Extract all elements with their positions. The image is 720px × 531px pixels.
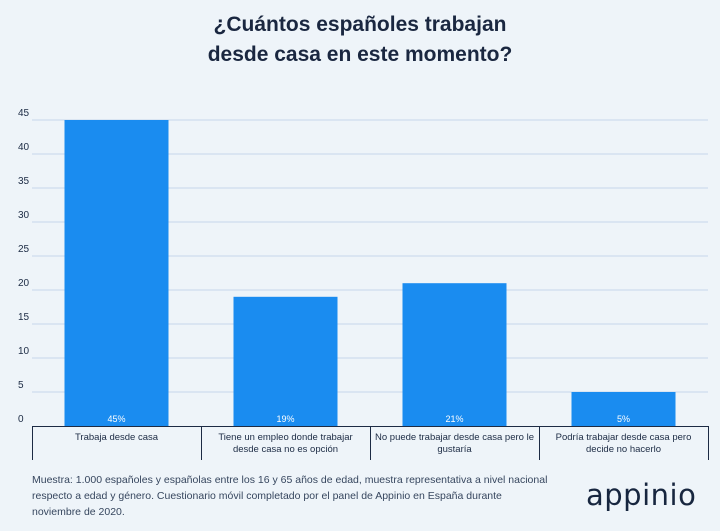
y-tick-label-30: 30	[18, 210, 30, 221]
data-label-2: 19%	[276, 414, 294, 424]
bar-4	[571, 392, 676, 426]
x-tick-label-2-line-2: desde casa no es opción	[233, 444, 338, 455]
y-tick-label-40: 40	[18, 142, 30, 153]
y-tick-label-25: 25	[18, 244, 30, 255]
y-tick-label-45: 45	[18, 108, 30, 119]
chart-title-line-1: ¿Cuántos españoles trabajan	[213, 13, 507, 36]
x-tick-label-2-line-1: Tiene un empleo donde trabajar	[218, 432, 352, 443]
x-tick-label-4-line-1: Podría trabajar desde casa pero	[556, 432, 692, 443]
x-tick-label-4-line-2: decide no hacerlo	[586, 444, 661, 455]
bar-1	[64, 120, 169, 426]
chart-title: ¿Cuántos españoles trabajan desde casa e…	[0, 10, 720, 70]
data-label-1: 45%	[107, 414, 125, 424]
bar-2	[233, 296, 338, 426]
x-tick-label-3-line-2: gustaría	[437, 444, 472, 455]
y-tick-label-35: 35	[18, 176, 30, 187]
appinio-logo: appinio	[586, 478, 697, 512]
y-tick-label-10: 10	[18, 346, 30, 357]
footnote: Muestra: 1.000 españoles y españolas ent…	[32, 474, 548, 518]
y-tick-label-15: 15	[18, 312, 30, 323]
chart-title-line-2: desde casa en este momento?	[207, 43, 513, 66]
data-label-4: 5%	[617, 414, 630, 424]
y-tick-label-20: 20	[18, 278, 30, 289]
x-tick-label-1-line-1: Trabaja desde casa	[75, 432, 159, 443]
bar-chart: 0 5 10 15 20 25 30 35 40 45 45% 19% 21% 5% Trabaja des…	[18, 108, 709, 460]
y-tick-label-5: 5	[18, 380, 24, 391]
x-tick-label-3-line-1: No puede trabajar desde casa pero le	[375, 432, 534, 443]
y-tick-label-0: 0	[18, 414, 24, 425]
bar-3	[402, 283, 507, 426]
data-label-3: 21%	[445, 414, 463, 424]
